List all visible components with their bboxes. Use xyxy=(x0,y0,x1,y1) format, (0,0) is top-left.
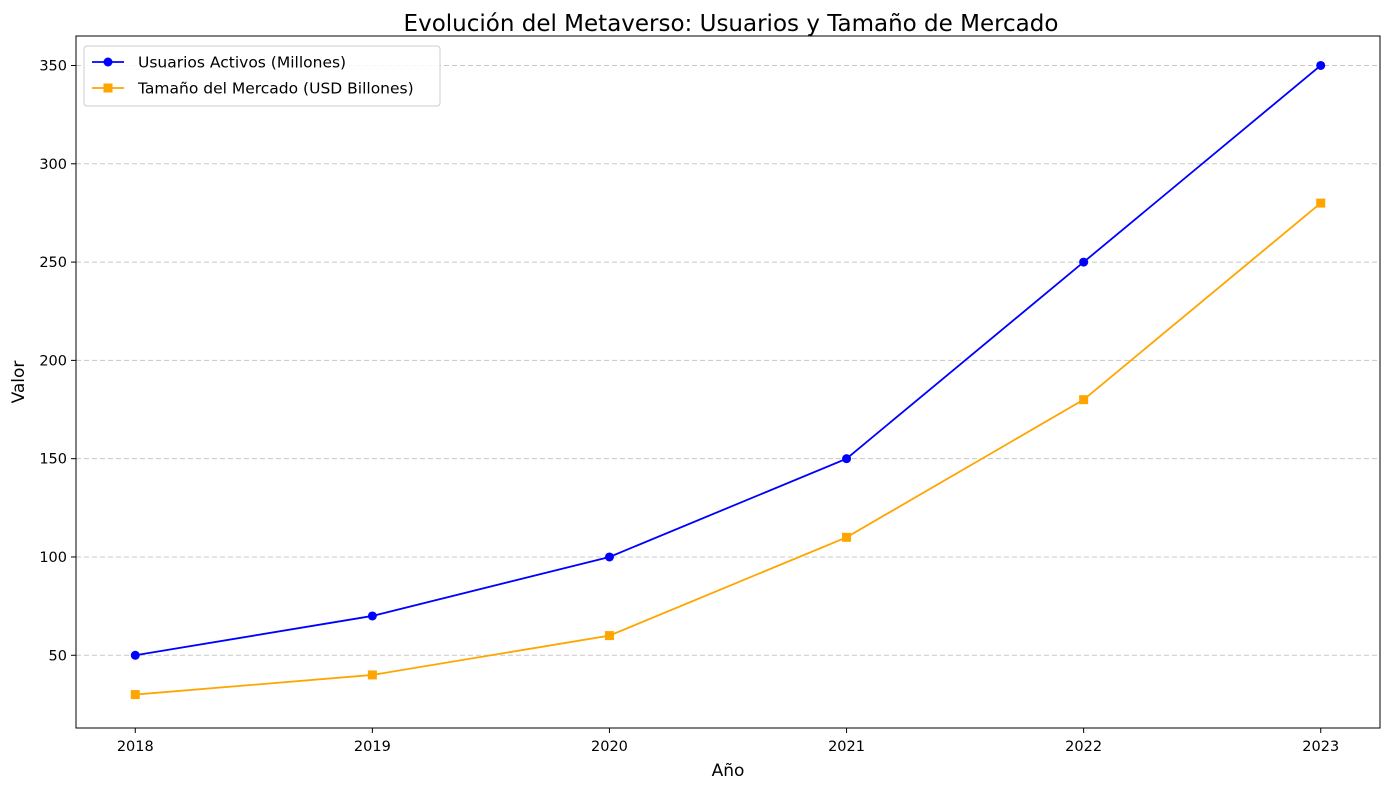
y-axis: 50 100 150 200 250 300 350 xyxy=(39,58,76,664)
legend-label-2: Tamaño del Mercado (USD Billones) xyxy=(137,80,414,98)
chart-title: Evolución del Metaverso: Usuarios y Tama… xyxy=(404,11,1059,37)
legend-marker-1 xyxy=(103,57,113,67)
data-point-2 xyxy=(1079,395,1089,405)
x-tick-label: 2019 xyxy=(354,739,391,755)
y-tick-label: 100 xyxy=(39,550,67,566)
plot-area-frame xyxy=(75,35,1381,729)
x-tick-label: 2018 xyxy=(117,739,154,755)
data-point-1 xyxy=(1079,257,1089,267)
legend: Usuarios Activos (Millones) Tamaño del Me… xyxy=(83,45,441,107)
series-line-1 xyxy=(135,64,1322,657)
series-line-2 xyxy=(135,202,1322,696)
y-tick-label: 250 xyxy=(39,255,67,271)
data-point-1 xyxy=(367,611,377,621)
y-tick-label: 50 xyxy=(49,648,67,664)
data-point-1 xyxy=(842,454,852,464)
x-tick-label: 2021 xyxy=(828,739,865,755)
y-axis-title: Valor xyxy=(9,361,29,404)
series-layer xyxy=(130,60,1326,700)
legend-label-1: Usuarios Activos (Millones) xyxy=(138,54,346,72)
data-point-1 xyxy=(604,552,614,562)
y-tick-label: 200 xyxy=(39,353,67,369)
data-point-2 xyxy=(842,532,852,542)
data-point-1 xyxy=(130,650,140,660)
y-tick-label: 350 xyxy=(39,58,67,74)
x-axis-title: Año xyxy=(712,761,745,781)
legend-box xyxy=(83,45,441,107)
x-tick-label: 2023 xyxy=(1302,739,1339,755)
y-tick-label: 300 xyxy=(39,157,67,173)
data-point-2 xyxy=(130,690,140,700)
y-tick-label: 150 xyxy=(39,452,67,468)
legend-marker-2 xyxy=(103,83,113,93)
data-point-2 xyxy=(1316,198,1326,208)
data-point-1 xyxy=(1316,60,1326,70)
data-point-2 xyxy=(367,670,377,680)
x-tick-label: 2022 xyxy=(1065,739,1102,755)
data-point-2 xyxy=(604,631,614,641)
x-axis: 2018 2019 2020 2021 2022 2023 xyxy=(117,728,1339,755)
x-tick-label: 2020 xyxy=(591,739,628,755)
